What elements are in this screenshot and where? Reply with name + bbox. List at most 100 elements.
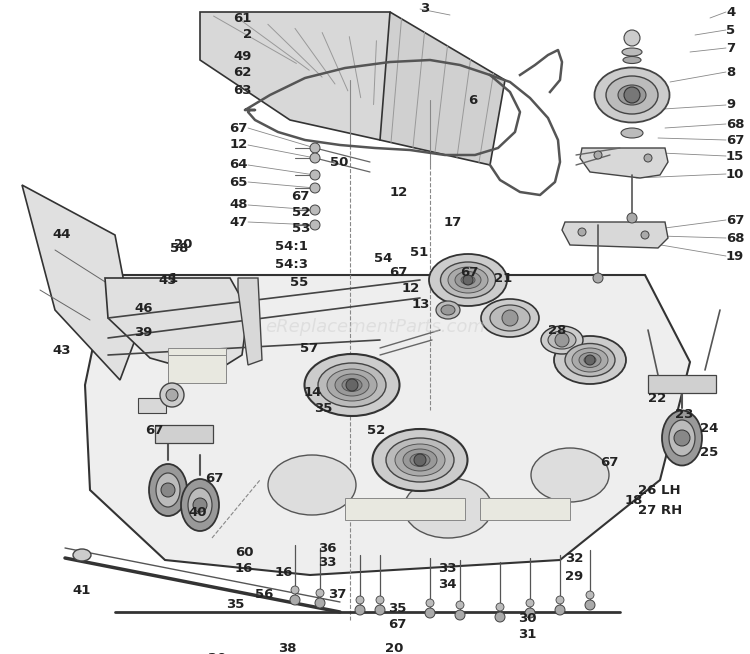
Ellipse shape [448,267,488,293]
Circle shape [166,389,178,401]
Ellipse shape [335,374,369,396]
Text: 36: 36 [318,542,337,555]
Ellipse shape [342,379,362,392]
Circle shape [291,586,299,594]
Bar [648,375,716,393]
Circle shape [585,600,595,610]
Text: 12: 12 [230,139,248,152]
Text: 16: 16 [235,562,254,574]
Ellipse shape [579,353,601,368]
Text: 5: 5 [726,24,735,37]
Circle shape [627,213,637,223]
Text: 27 RH: 27 RH [638,504,682,517]
Text: 41: 41 [72,583,90,596]
Bar [168,348,226,380]
Circle shape [641,231,649,239]
Circle shape [376,596,384,604]
Ellipse shape [404,478,492,538]
Text: eReplacementParts.com: eReplacementParts.com [265,318,485,336]
Text: 54:1: 54:1 [275,239,308,252]
Ellipse shape [606,76,658,114]
Text: 17: 17 [444,216,462,228]
Bar [138,398,166,413]
Text: 45: 45 [158,273,176,286]
Circle shape [456,601,464,609]
Ellipse shape [156,473,180,507]
Circle shape [502,310,518,326]
Text: 35: 35 [388,602,406,615]
Text: 54:3: 54:3 [275,258,308,271]
Text: 22: 22 [648,392,666,405]
Text: 53: 53 [292,222,310,235]
Polygon shape [380,12,505,165]
Circle shape [160,383,184,407]
Text: 47: 47 [230,216,248,228]
Text: 63: 63 [233,84,252,97]
Text: 67: 67 [390,266,408,279]
Text: 50: 50 [330,156,348,169]
Polygon shape [238,278,262,365]
Text: 3: 3 [420,3,429,16]
Ellipse shape [268,455,356,515]
Circle shape [315,598,325,608]
Text: 48: 48 [230,199,248,211]
Text: 32: 32 [565,551,584,564]
Ellipse shape [73,549,91,561]
Ellipse shape [621,128,643,138]
Text: 7: 7 [726,41,735,54]
Polygon shape [580,148,668,178]
Text: 25: 25 [700,445,718,458]
Ellipse shape [554,336,626,384]
Text: 19: 19 [726,249,744,262]
Text: 2: 2 [243,27,252,41]
Text: 12: 12 [402,281,420,294]
Circle shape [316,589,324,597]
Text: 33: 33 [318,555,337,568]
Circle shape [193,498,207,512]
Ellipse shape [440,262,496,298]
Text: 67: 67 [145,424,164,436]
Circle shape [161,483,175,497]
Text: 33: 33 [438,562,457,574]
Polygon shape [22,185,135,380]
Text: 58: 58 [170,241,188,254]
Text: 35: 35 [314,402,332,415]
Circle shape [310,205,320,215]
Text: 8: 8 [726,65,735,78]
Circle shape [310,170,320,180]
Polygon shape [105,278,248,375]
Text: 34: 34 [438,579,457,591]
Text: 37: 37 [328,589,346,602]
Circle shape [310,143,320,153]
Polygon shape [562,222,668,248]
Text: 20: 20 [173,239,192,252]
Text: 60: 60 [235,545,254,559]
Text: 20: 20 [385,642,404,654]
Ellipse shape [584,356,596,364]
Text: 10: 10 [726,167,744,181]
Ellipse shape [490,305,530,331]
Ellipse shape [595,67,670,122]
Text: 65: 65 [230,175,248,188]
Text: 1: 1 [169,271,178,284]
Ellipse shape [149,464,187,516]
Circle shape [556,596,564,604]
Ellipse shape [188,488,212,522]
Circle shape [414,454,426,466]
Circle shape [463,275,473,285]
Text: 35: 35 [226,598,245,611]
Polygon shape [200,12,430,140]
Ellipse shape [481,299,539,337]
Text: 67: 67 [460,266,478,279]
Ellipse shape [622,48,642,56]
Text: 39: 39 [134,326,152,339]
Ellipse shape [548,331,576,349]
Bar [480,498,570,520]
Text: 67: 67 [230,122,248,135]
Text: 67: 67 [726,133,744,146]
Circle shape [525,608,535,618]
Text: 4: 4 [726,5,735,18]
Ellipse shape [403,449,437,471]
Ellipse shape [541,326,583,354]
Text: 24: 24 [700,421,718,434]
